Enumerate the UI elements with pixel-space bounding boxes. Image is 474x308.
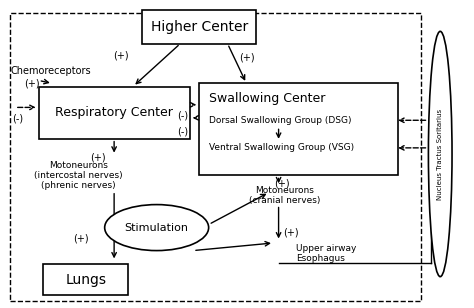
Text: (+): (+) xyxy=(113,51,129,61)
Text: Motoneurons
(cranial nerves): Motoneurons (cranial nerves) xyxy=(248,186,320,205)
Text: Lungs: Lungs xyxy=(65,273,106,287)
Text: (+): (+) xyxy=(90,152,105,162)
Text: Ventral Swallowing Group (VSG): Ventral Swallowing Group (VSG) xyxy=(209,143,354,152)
Text: (+): (+) xyxy=(24,79,40,88)
Text: (+): (+) xyxy=(73,233,89,243)
Text: (-): (-) xyxy=(177,126,188,136)
Text: (-): (-) xyxy=(177,111,188,121)
Text: Chemoreceptors: Chemoreceptors xyxy=(10,66,91,76)
Text: Dorsal Swallowing Group (DSG): Dorsal Swallowing Group (DSG) xyxy=(209,116,351,125)
FancyBboxPatch shape xyxy=(38,87,190,139)
Text: (+): (+) xyxy=(238,52,254,63)
Text: Nucleus Tractus Soritarius: Nucleus Tractus Soritarius xyxy=(437,108,443,200)
FancyBboxPatch shape xyxy=(143,10,256,44)
Text: (+): (+) xyxy=(274,178,290,188)
Text: Respiratory Center: Respiratory Center xyxy=(55,106,173,119)
Text: Swallowing Center: Swallowing Center xyxy=(209,92,325,105)
FancyBboxPatch shape xyxy=(199,83,398,176)
Text: Upper airway
Esophagus: Upper airway Esophagus xyxy=(296,244,356,263)
Text: Higher Center: Higher Center xyxy=(151,20,248,34)
Text: Stimulation: Stimulation xyxy=(125,223,189,233)
Ellipse shape xyxy=(428,31,452,277)
Text: (+): (+) xyxy=(283,227,299,237)
FancyBboxPatch shape xyxy=(43,264,128,295)
Text: (-): (-) xyxy=(12,114,23,124)
Ellipse shape xyxy=(105,205,209,251)
Text: Motoneurons
(intercostal nerves)
(phrenic nerves): Motoneurons (intercostal nerves) (phreni… xyxy=(34,160,123,190)
